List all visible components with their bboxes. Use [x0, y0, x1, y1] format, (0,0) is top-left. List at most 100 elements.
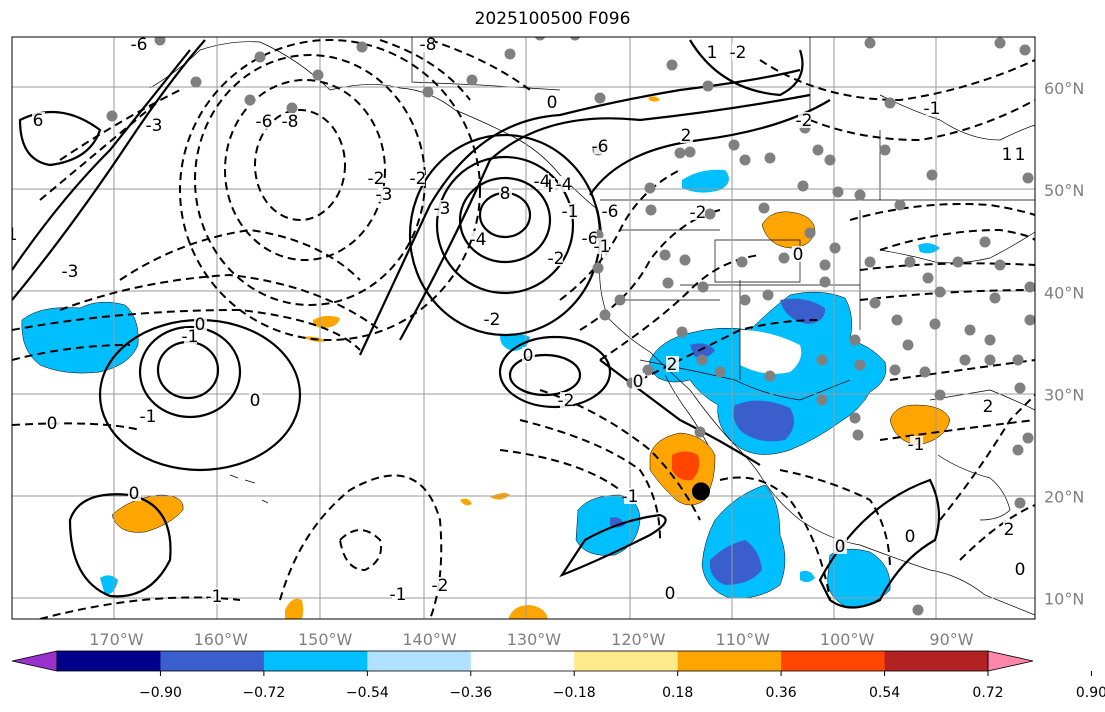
station-dot [764, 152, 776, 164]
station-dot [1014, 497, 1026, 509]
colorbar-tick-label: 0.54 [869, 685, 900, 701]
lat-tick-label: 20°N [1044, 487, 1084, 506]
lon-tick-label: 100°W [820, 630, 875, 649]
station-dot [919, 366, 931, 378]
station-dot [662, 277, 674, 289]
contour-label-bg [133, 37, 146, 52]
station-dot [926, 169, 938, 181]
colorbar-tick-label: −0.54 [346, 685, 389, 701]
station-dot [642, 364, 654, 376]
station-dot [984, 334, 996, 346]
contour-label-bg [422, 37, 435, 52]
station-dot [889, 364, 901, 376]
contour-label-bg [208, 588, 221, 604]
station-dot [1012, 354, 1024, 366]
station-dot [659, 249, 671, 261]
contour-label-bg [436, 200, 449, 216]
contour-label: -8 [282, 112, 299, 132]
contour-label: -6 [592, 137, 609, 157]
contour-label-bg [12, 226, 19, 242]
contour-label: 8 [500, 184, 511, 204]
station-dot [812, 144, 824, 156]
contour-label-bg [194, 316, 207, 332]
lon-tick-label: 110°W [716, 630, 771, 649]
contour-label: -2 [558, 391, 575, 411]
lat-tick-label: 60°N [1044, 79, 1084, 98]
contour-label: -2 [796, 111, 813, 131]
station-dot [922, 272, 934, 284]
station-dot [702, 80, 714, 92]
station-dot [869, 297, 881, 309]
station-dot [190, 76, 202, 88]
contour-label: 2 [667, 355, 678, 375]
station-dot [1022, 432, 1034, 444]
station-dot [952, 256, 964, 268]
station-dot [356, 41, 368, 53]
lon-tick-label: 170°W [89, 630, 144, 649]
contour-label-bg [249, 392, 262, 408]
colorbar-over-extension [987, 650, 1034, 672]
station-dot [979, 236, 991, 248]
contour-label-bg [546, 94, 559, 110]
contour-label: 0 [1015, 560, 1026, 580]
contour-label-bg [472, 231, 485, 247]
station-dot [466, 74, 478, 86]
colorbar-segment [160, 651, 265, 671]
station-dot [694, 426, 706, 438]
station-dot [244, 94, 256, 106]
colorbar-tick-label: 0.90 [1076, 685, 1105, 701]
contour-label-bg [522, 347, 535, 363]
contour-label: 0 [523, 346, 534, 366]
station-dot [644, 182, 656, 194]
contour-label: -1 [390, 585, 407, 605]
gridlines [12, 37, 1035, 619]
station-dot [758, 202, 770, 214]
station-dot [254, 51, 266, 63]
contour-label: 0 [129, 484, 140, 504]
station-dot [599, 309, 611, 321]
station-dot [819, 259, 831, 271]
contour-label-bg [624, 488, 637, 504]
contour-label-bg [666, 356, 679, 372]
contour-label-bg [910, 436, 923, 452]
contour-label: -1 [594, 237, 611, 257]
contour-label-bg [584, 230, 597, 246]
contour-label: -2 [690, 203, 707, 223]
contour-label: 2 [983, 397, 994, 417]
colorbar-segment [574, 651, 679, 671]
contour-label: -1 [206, 587, 223, 607]
lon-tick-label: 150°W [298, 630, 353, 649]
lon-tick-label: 140°W [402, 630, 457, 649]
contour-label-bg [378, 186, 391, 202]
contour-label: 0 [835, 537, 846, 557]
station-dot [929, 318, 941, 330]
lat-tick-label: 30°N [1044, 385, 1084, 404]
contour-label-bg [499, 185, 512, 201]
station-dot [106, 110, 118, 122]
station-dot [679, 254, 691, 266]
station-dot [816, 394, 828, 406]
contour-label: -2 [368, 169, 385, 189]
contour-label: 1 [1015, 145, 1026, 165]
station-dot [696, 354, 708, 366]
contour-label-bg [184, 328, 197, 344]
station-dot [816, 354, 828, 366]
contour-label-bg [558, 176, 571, 192]
station-dot [894, 199, 906, 211]
colorbar-segment [470, 651, 575, 671]
station-dot [854, 189, 866, 201]
station-dot [286, 102, 298, 114]
contour-label: -1 [924, 99, 941, 119]
contour-label: -6 [582, 229, 599, 249]
station-dot [994, 259, 1006, 271]
station-dot [684, 146, 696, 158]
lon-tick-label: 90°W [929, 630, 973, 649]
contour-label: 1 [707, 43, 718, 63]
station-dot [912, 604, 924, 616]
contour-label-bg [732, 44, 745, 60]
station-dot [994, 37, 1006, 49]
station-dot [849, 412, 861, 424]
contour-label: -4 [556, 175, 573, 195]
station-dot [569, 37, 581, 41]
